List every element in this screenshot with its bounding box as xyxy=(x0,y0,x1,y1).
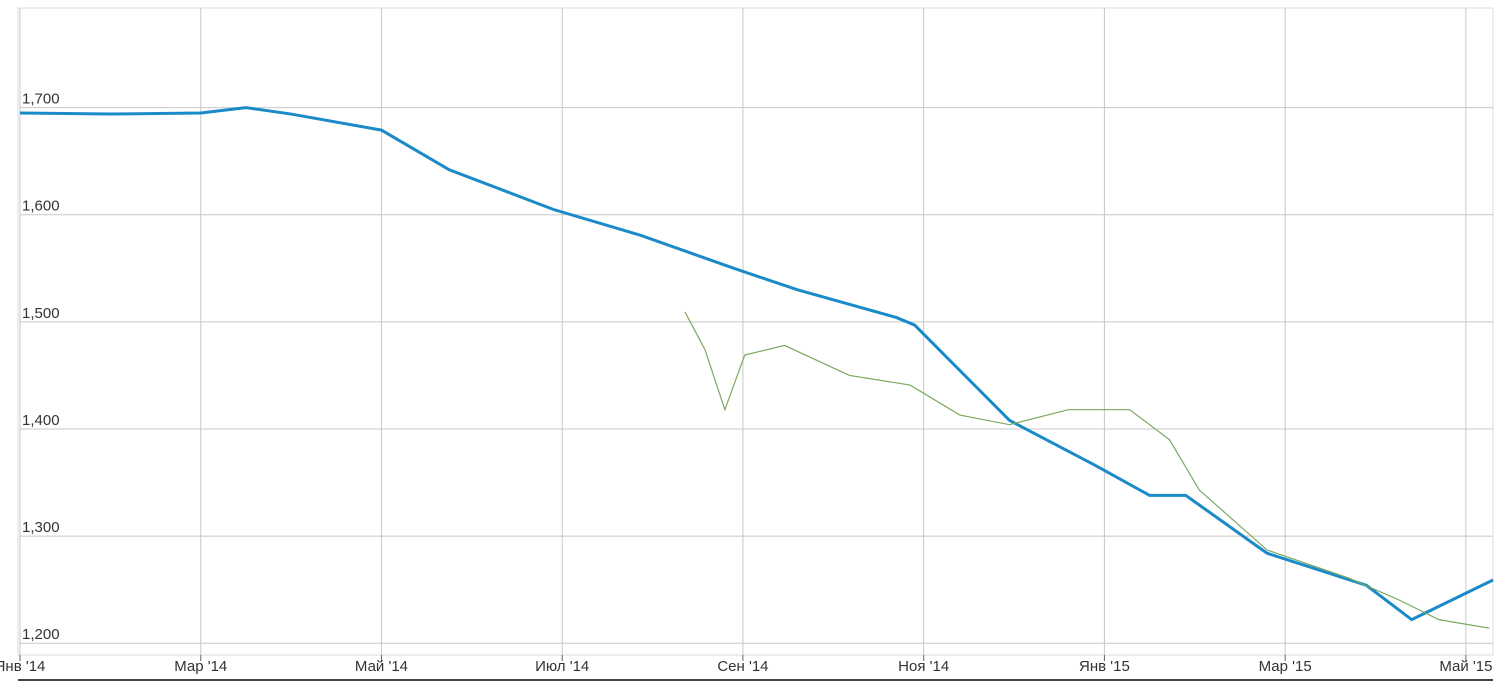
x-tick-label: Май '14 xyxy=(355,658,408,675)
x-tick-label: Сен '14 xyxy=(717,658,768,675)
y-tick-label: 1,300 xyxy=(22,519,60,536)
y-tick-label: 1,500 xyxy=(22,305,60,322)
x-tick-label: Мар '15 xyxy=(1259,658,1312,675)
x-tick-label: Июл '14 xyxy=(535,658,589,675)
y-tick-label: 1,600 xyxy=(22,198,60,215)
x-tick-label: Ноя '14 xyxy=(898,658,949,675)
x-tick-label: Мар '14 xyxy=(174,658,227,675)
x-tick-label: Янв '14 xyxy=(0,658,45,675)
y-tick-label: 1,200 xyxy=(22,626,60,643)
data-line xyxy=(19,106,1494,622)
x-tick-label: Янв '15 xyxy=(1079,658,1130,675)
y-tick-label: 1,400 xyxy=(22,412,60,429)
plot-area xyxy=(17,7,1494,656)
y-tick-label: 1,700 xyxy=(22,91,60,108)
x-tick-label: Май '15 xyxy=(1439,658,1492,675)
data-line xyxy=(684,311,1490,629)
